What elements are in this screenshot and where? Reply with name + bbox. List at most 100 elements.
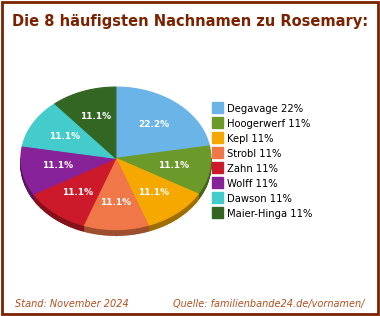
Polygon shape [55, 87, 116, 158]
Polygon shape [169, 216, 171, 223]
Polygon shape [37, 198, 39, 205]
Polygon shape [90, 227, 92, 233]
Polygon shape [27, 183, 28, 190]
Polygon shape [199, 191, 200, 198]
Polygon shape [33, 158, 116, 225]
Polygon shape [200, 189, 201, 197]
Text: Die 8 häufigsten Nachnamen zu Rosemary:: Die 8 häufigsten Nachnamen zu Rosemary: [12, 14, 368, 29]
Polygon shape [204, 183, 205, 190]
Polygon shape [206, 178, 207, 185]
Polygon shape [81, 225, 83, 231]
Polygon shape [43, 204, 44, 211]
Polygon shape [22, 104, 116, 158]
Polygon shape [124, 229, 126, 235]
Polygon shape [201, 188, 203, 195]
Polygon shape [67, 219, 69, 226]
Polygon shape [99, 228, 101, 234]
Polygon shape [167, 217, 169, 224]
Polygon shape [52, 211, 54, 218]
Legend: Degavage 22%, Hoogerwerf 11%, Kepl 11%, Strobl 11%, Zahn 11%, Wolff 11%, Dawson : Degavage 22%, Hoogerwerf 11%, Kepl 11%, … [210, 102, 314, 221]
Polygon shape [117, 229, 119, 235]
Polygon shape [103, 229, 106, 235]
Polygon shape [48, 208, 49, 215]
Polygon shape [54, 212, 56, 219]
Text: 11.1%: 11.1% [100, 198, 131, 207]
Polygon shape [207, 177, 208, 184]
Polygon shape [59, 216, 61, 222]
Polygon shape [116, 158, 198, 225]
Polygon shape [28, 186, 29, 193]
Polygon shape [36, 197, 37, 204]
Polygon shape [119, 229, 122, 235]
Polygon shape [112, 229, 115, 235]
Polygon shape [161, 220, 163, 227]
Polygon shape [157, 222, 159, 228]
Polygon shape [190, 201, 192, 208]
Polygon shape [171, 216, 173, 222]
Polygon shape [146, 225, 149, 232]
Polygon shape [188, 204, 189, 211]
Text: Stand: November 2024: Stand: November 2024 [15, 299, 129, 309]
Polygon shape [183, 208, 184, 215]
Polygon shape [24, 177, 25, 184]
Polygon shape [131, 228, 133, 234]
Polygon shape [163, 219, 165, 226]
Polygon shape [77, 223, 79, 230]
Polygon shape [178, 211, 180, 218]
Polygon shape [205, 181, 206, 189]
Polygon shape [32, 191, 33, 198]
Polygon shape [140, 227, 142, 233]
Polygon shape [180, 210, 181, 217]
Polygon shape [159, 221, 161, 228]
Polygon shape [29, 188, 30, 195]
Polygon shape [108, 229, 110, 235]
Polygon shape [176, 212, 178, 219]
Polygon shape [186, 205, 188, 212]
Polygon shape [35, 195, 36, 203]
Polygon shape [65, 218, 67, 225]
Polygon shape [51, 210, 52, 217]
Polygon shape [155, 222, 157, 229]
Polygon shape [174, 213, 176, 220]
Text: 11.1%: 11.1% [138, 188, 169, 197]
Polygon shape [30, 189, 32, 197]
Polygon shape [88, 226, 90, 233]
Text: 11.1%: 11.1% [158, 161, 190, 170]
Polygon shape [116, 87, 209, 158]
Polygon shape [126, 229, 128, 235]
Polygon shape [142, 226, 144, 233]
Polygon shape [106, 229, 108, 235]
Polygon shape [73, 222, 75, 228]
Polygon shape [40, 201, 41, 208]
Polygon shape [128, 229, 131, 235]
Polygon shape [83, 158, 149, 229]
Polygon shape [133, 228, 135, 234]
Polygon shape [110, 229, 112, 235]
Polygon shape [33, 194, 35, 201]
Text: 11.1%: 11.1% [49, 132, 81, 141]
Polygon shape [75, 222, 77, 229]
Polygon shape [195, 197, 196, 204]
Polygon shape [86, 226, 88, 232]
Polygon shape [193, 198, 195, 205]
Polygon shape [192, 200, 193, 207]
Polygon shape [79, 224, 81, 230]
Polygon shape [92, 227, 94, 234]
Text: 11.1%: 11.1% [80, 112, 111, 121]
Polygon shape [116, 146, 211, 194]
Polygon shape [135, 228, 138, 234]
Polygon shape [198, 192, 199, 200]
Polygon shape [83, 225, 86, 232]
Polygon shape [196, 195, 197, 203]
Polygon shape [49, 209, 51, 216]
Polygon shape [71, 221, 73, 228]
Text: 11.1%: 11.1% [42, 161, 73, 170]
Polygon shape [150, 224, 153, 230]
Polygon shape [122, 229, 124, 235]
Text: 22.2%: 22.2% [138, 120, 169, 129]
Polygon shape [56, 213, 57, 220]
Polygon shape [63, 217, 65, 224]
Polygon shape [115, 229, 117, 235]
Polygon shape [41, 203, 43, 210]
Polygon shape [189, 203, 190, 210]
